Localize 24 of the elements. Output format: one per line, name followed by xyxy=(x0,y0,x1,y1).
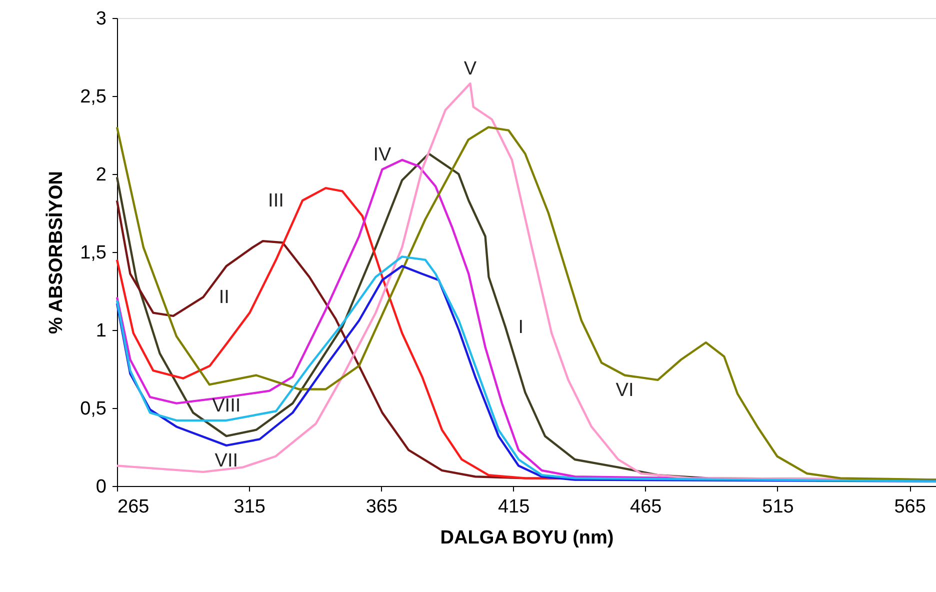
annotation: VIII xyxy=(212,395,241,416)
annotation: VI xyxy=(616,380,634,402)
y-tick-label: 3 xyxy=(96,8,106,30)
y-tick-label: 2,5 xyxy=(80,86,106,108)
x-tick-label: 315 xyxy=(234,496,266,518)
y-tick-label: 0,5 xyxy=(80,398,106,420)
annotation: III xyxy=(268,190,284,212)
x-tick-label: 465 xyxy=(630,496,662,518)
annotation: V xyxy=(464,58,477,80)
x-tick-label: 515 xyxy=(762,496,794,518)
annotation: I xyxy=(518,316,524,338)
x-tick-label: 265 xyxy=(118,496,150,518)
y-tick-label: 1,5 xyxy=(80,242,106,264)
y-tick-label: 0 xyxy=(96,476,106,498)
x-tick-label: 365 xyxy=(366,496,398,518)
y-axis-title: % ABSORBSİYON xyxy=(45,171,68,334)
annotation: IV xyxy=(373,144,392,166)
y-tick-label: 2 xyxy=(96,164,106,186)
x-tick-label: 415 xyxy=(498,496,530,518)
x-tick-label: 565 xyxy=(894,496,926,518)
annotation: VII xyxy=(214,450,238,472)
x-axis-title: DALGA BOYU (nm) xyxy=(440,528,614,548)
annotation: II xyxy=(218,287,230,308)
y-tick-label: 1 xyxy=(96,320,106,342)
